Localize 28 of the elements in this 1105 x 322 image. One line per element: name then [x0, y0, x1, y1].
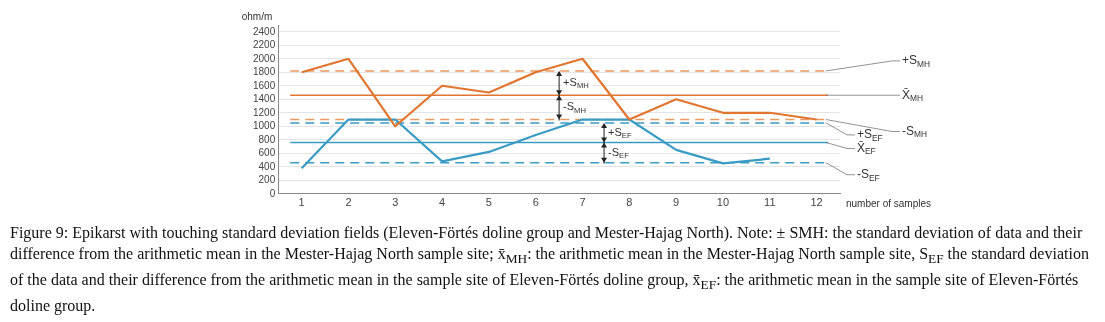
x-tick-label: 12 [810, 196, 823, 209]
x-tick-label: 9 [673, 196, 680, 209]
x-tick-label: 5 [485, 196, 492, 209]
y-tick-label: 400 [258, 160, 276, 172]
y-axis-title: ohm/m [241, 10, 273, 22]
y-tick-label: 2400 [253, 25, 276, 37]
y-tick-label: 1600 [253, 79, 276, 91]
text: Figure 9: Epikarst with touching standard deviation fields (Eleven-Förtés doline group and Mester-Hajag North). Note: ± SMH: the standard deviation of data and their difference from the arithmetic mean in the Mester-Hajag North sample site; x̄$_{MH}$: the arithmetic mean in the Mester-Hajag North sample site, S$_{EF}$ the standard deviation of the data and their difference from the arithmetic mean in the sample site of Eleven-Förtés doline group, x̄$_{EF}$: the arithmetic mean in the sample site of Eleven-Förtés doline group. [10, 224, 1089, 315]
x-tick-label: 8 [626, 196, 633, 209]
x-tick-label: 11 [764, 196, 776, 209]
y-tick-label: 1800 [253, 66, 276, 78]
x-axis-title: number of samples [846, 197, 932, 209]
x-tick-label: 4 [439, 196, 446, 209]
x-tick-label: 10 [716, 196, 730, 209]
y-tick-label: 200 [258, 174, 276, 186]
y-tick-label: 800 [258, 133, 276, 145]
y-tick-label: 2000 [253, 52, 276, 64]
x-tick-label: 7 [579, 196, 586, 209]
x-tick-label: 6 [532, 196, 539, 209]
x-tick-label: 3 [392, 196, 399, 209]
y-tick-label: 0 [269, 187, 276, 199]
y-tick-label: 2200 [253, 39, 276, 51]
y-tick-label: 600 [258, 147, 276, 159]
y-tick-label: 1200 [253, 106, 276, 118]
x-tick-label: 2 [345, 196, 352, 209]
y-tick-label: 1000 [253, 120, 276, 132]
x-tick-label: 1 [298, 196, 305, 209]
y-tick-label: 1400 [253, 93, 276, 105]
